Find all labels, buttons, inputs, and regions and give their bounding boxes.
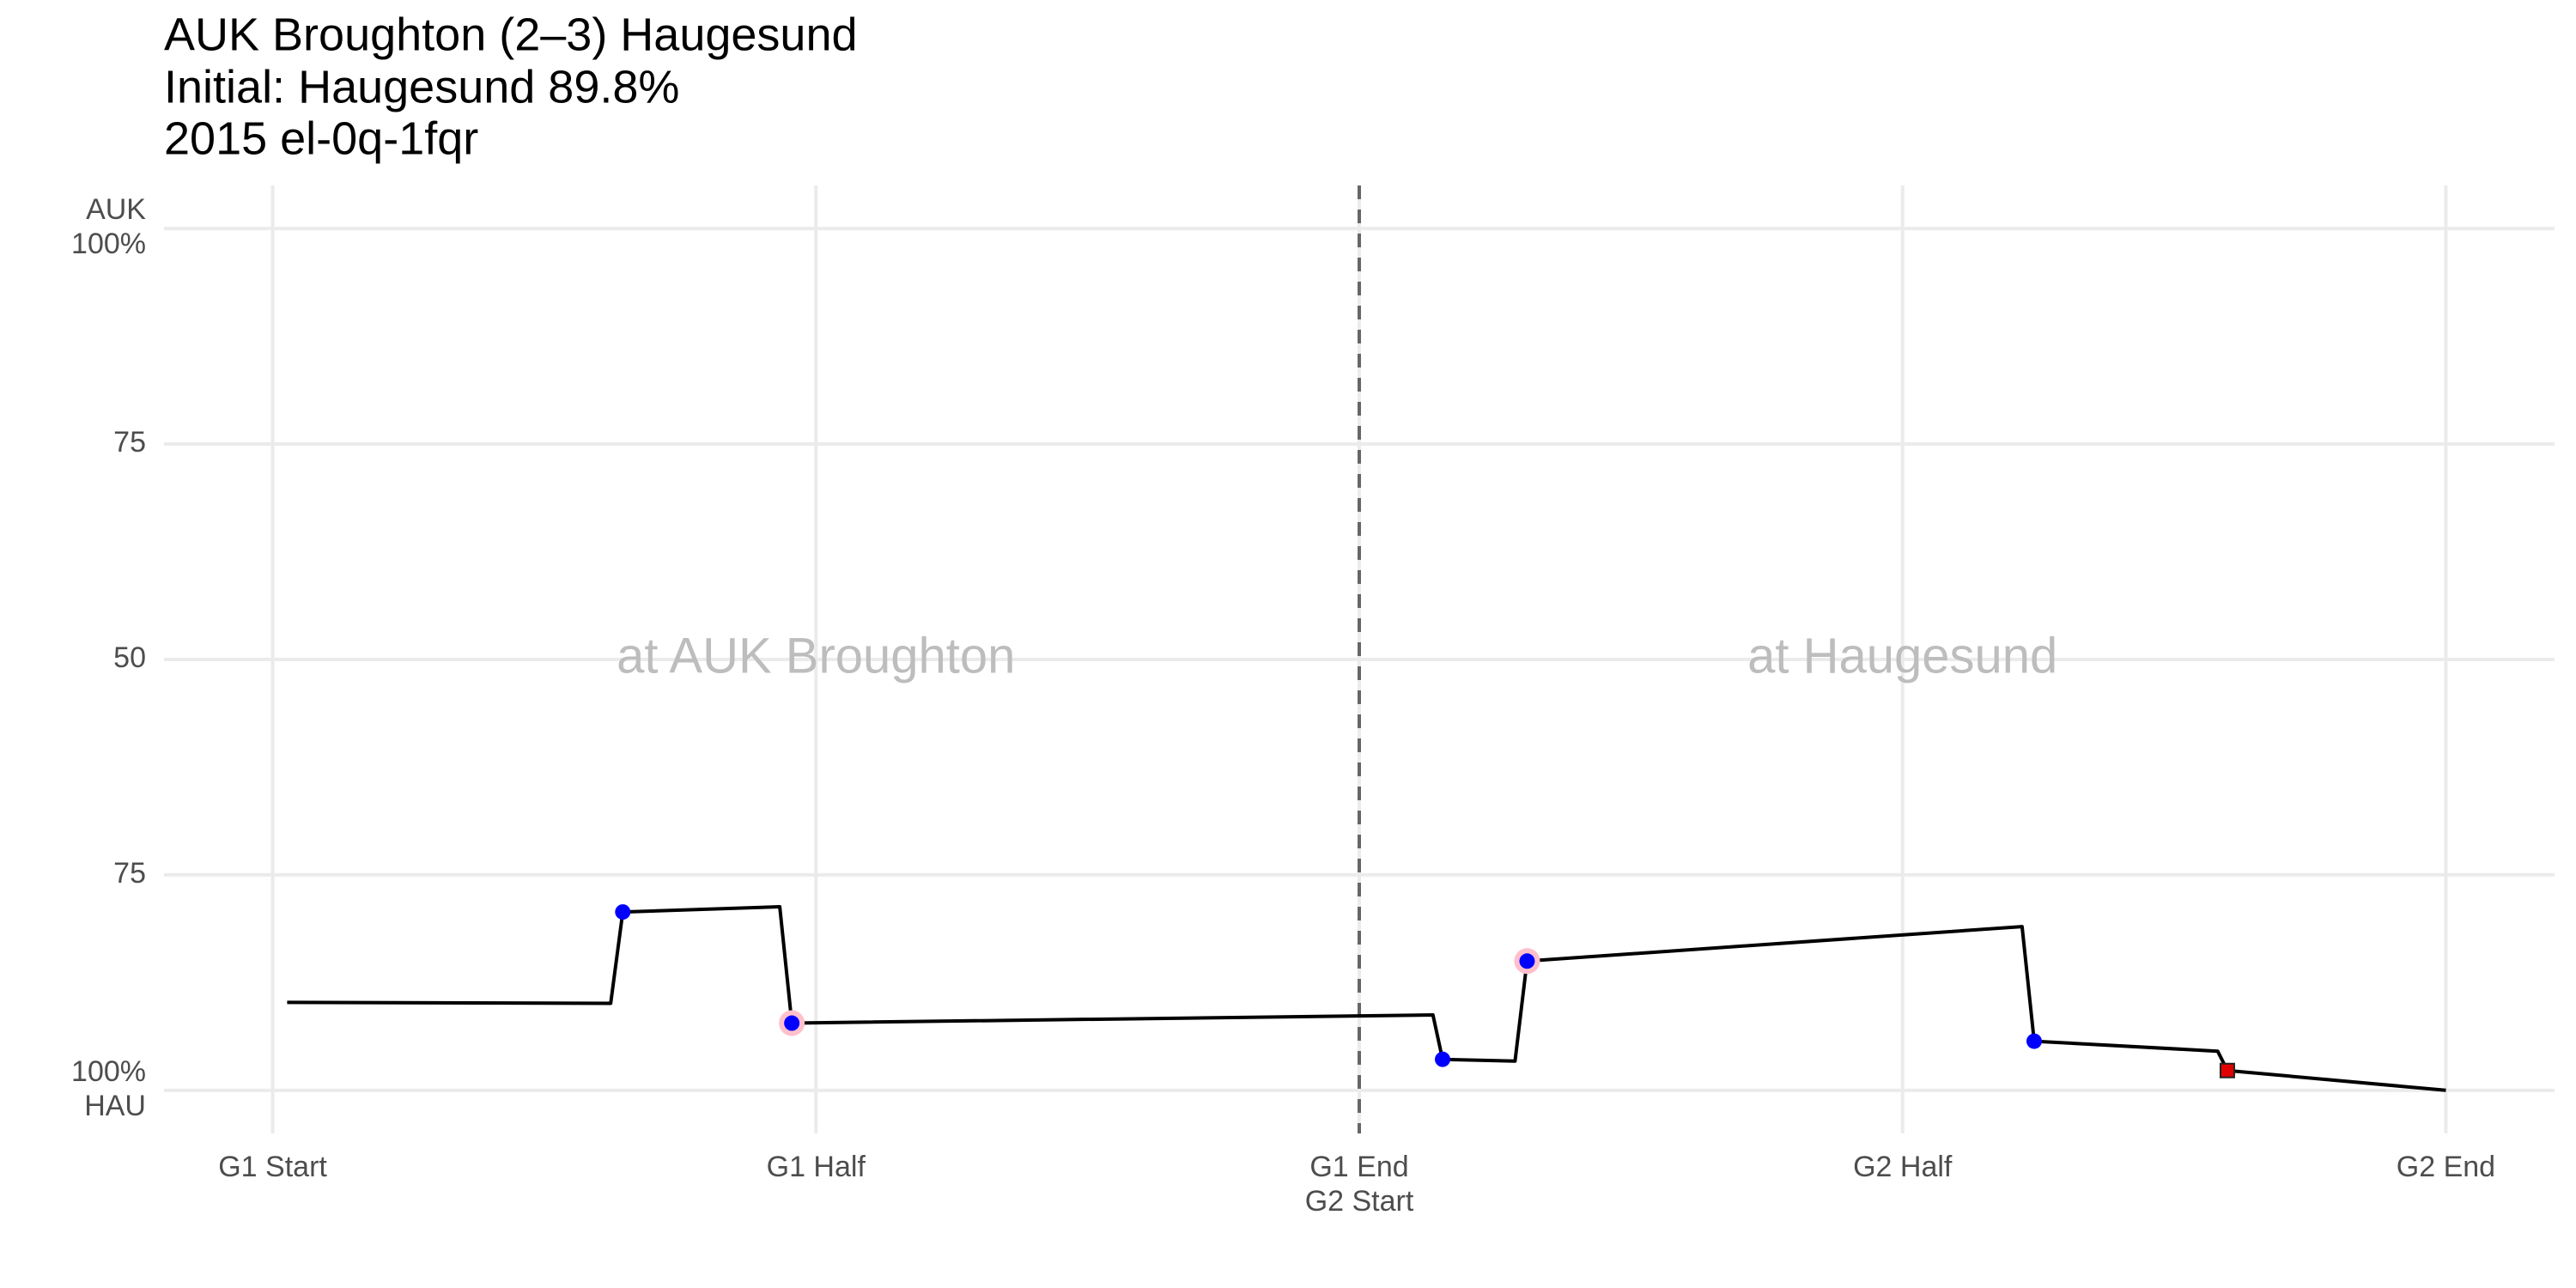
x-tick-label: G2 Half: [1853, 1151, 1953, 1183]
event-marker: [1519, 953, 1535, 969]
chart-subtitle: Initial: Haugesund 89.8%: [164, 61, 679, 112]
x-tick-label: G1 End G2 Start: [1305, 1151, 1414, 1218]
event-marker: [2219, 1062, 2235, 1078]
event-marker: [615, 904, 631, 920]
win-probability-line: [287, 905, 2446, 1092]
event-marker: [784, 1015, 800, 1031]
x-tick-label: G2 End: [2397, 1151, 2495, 1183]
annotation: at AUK Broughton: [617, 628, 1015, 683]
event-marker: [2026, 1033, 2042, 1049]
x-tick-label: G1 Half: [767, 1151, 866, 1183]
y-tick-label: 75: [113, 426, 146, 459]
y-tick-label: 50: [113, 641, 146, 674]
event-marker: [1435, 1051, 1451, 1067]
y-tick-label: AUK 100%: [71, 193, 146, 260]
y-tick-label: 75: [113, 857, 146, 890]
x-tick-label: G1 Start: [218, 1151, 327, 1183]
y-tick-label: 100% HAU: [71, 1055, 146, 1122]
annotation: at Haugesund: [1747, 628, 2057, 683]
chart-title: AUK Broughton (2–3) Haugesund: [164, 9, 858, 60]
chart-caption: 2015 el-0q-1fqr: [164, 112, 478, 164]
